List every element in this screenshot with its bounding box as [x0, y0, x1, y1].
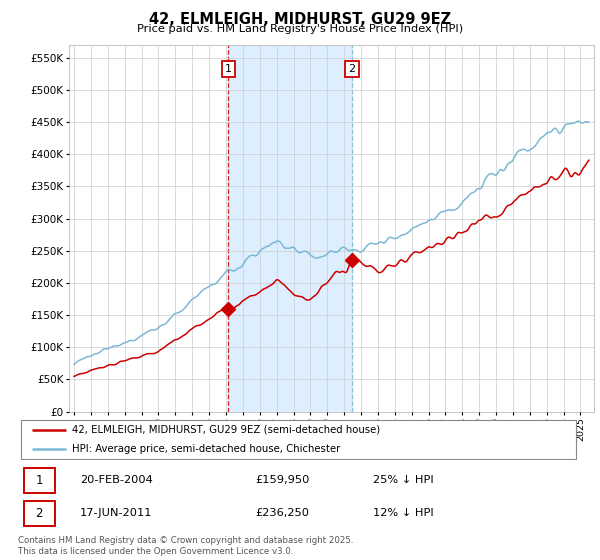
Text: 1: 1 [224, 64, 232, 74]
Bar [228, 45, 352, 412]
Text: 17-JUN-2011: 17-JUN-2011 [80, 508, 152, 519]
Bar [23, 468, 55, 493]
Text: Price paid vs. HM Land Registry's House Price Index (HPI): Price paid vs. HM Land Registry's House … [137, 24, 463, 34]
Text: 42, ELMLEIGH, MIDHURST, GU29 9EZ: 42, ELMLEIGH, MIDHURST, GU29 9EZ [149, 12, 451, 27]
Text: £159,950: £159,950 [255, 475, 309, 486]
Text: 12% ↓ HPI: 12% ↓ HPI [373, 508, 434, 519]
Text: 1: 1 [35, 474, 43, 487]
Text: Contains HM Land Registry data © Crown copyright and database right 2025.
This d: Contains HM Land Registry data © Crown c… [18, 536, 353, 556]
Text: 20-FEB-2004: 20-FEB-2004 [80, 475, 153, 486]
Text: 42, ELMLEIGH, MIDHURST, GU29 9EZ (semi-detached house): 42, ELMLEIGH, MIDHURST, GU29 9EZ (semi-d… [71, 424, 380, 435]
Text: HPI: Average price, semi-detached house, Chichester: HPI: Average price, semi-detached house,… [71, 444, 340, 454]
Bar [23, 501, 55, 526]
Text: £236,250: £236,250 [255, 508, 309, 519]
Text: 2: 2 [349, 64, 355, 74]
Text: 25% ↓ HPI: 25% ↓ HPI [373, 475, 434, 486]
Text: 2: 2 [35, 507, 43, 520]
